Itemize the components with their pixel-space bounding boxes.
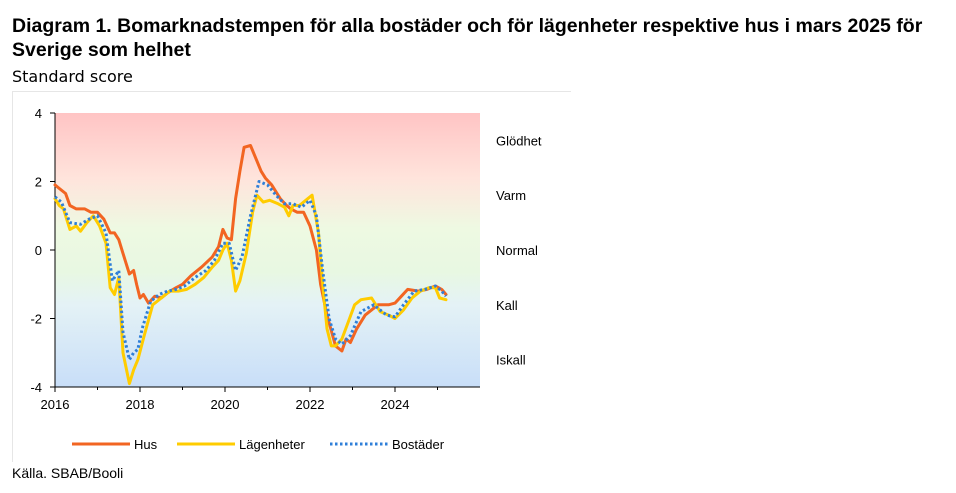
chart-panel-border — [12, 91, 571, 462]
y-tick-label: -2 — [30, 312, 42, 327]
x-tick-label: 2016 — [41, 397, 70, 412]
legend-label: Lägenheter — [239, 437, 305, 452]
zone-label: Kall — [496, 298, 518, 313]
y-tick-label: 0 — [35, 243, 42, 258]
x-tick-label: 2022 — [296, 397, 325, 412]
series-line-1 — [53, 193, 448, 386]
chart-title: Diagram 1. Bomarknadstempen för alla bos… — [12, 15, 923, 61]
y-tick-label: -4 — [30, 380, 42, 395]
x-tick-label: 2024 — [381, 397, 410, 412]
legend-label: Bostäder — [392, 437, 445, 452]
plot-background — [55, 113, 480, 387]
zone-label: Varm — [496, 188, 526, 203]
y-tick-label: 2 — [35, 175, 42, 190]
zone-label: Glödhet — [496, 133, 542, 148]
zone-label: Normal — [496, 243, 538, 258]
series-line-0 — [53, 144, 448, 353]
legend-label: Hus — [134, 437, 158, 452]
source-note: Källa. SBAB/Booli — [12, 465, 124, 481]
y-tick-label: 4 — [35, 106, 42, 121]
x-tick-label: 2018 — [126, 397, 155, 412]
zone-label: Iskall — [496, 353, 526, 368]
y-axis-unit-label: Standard score — [12, 67, 133, 86]
series-line-2 — [54, 180, 448, 362]
x-tick-label: 2020 — [211, 397, 240, 412]
